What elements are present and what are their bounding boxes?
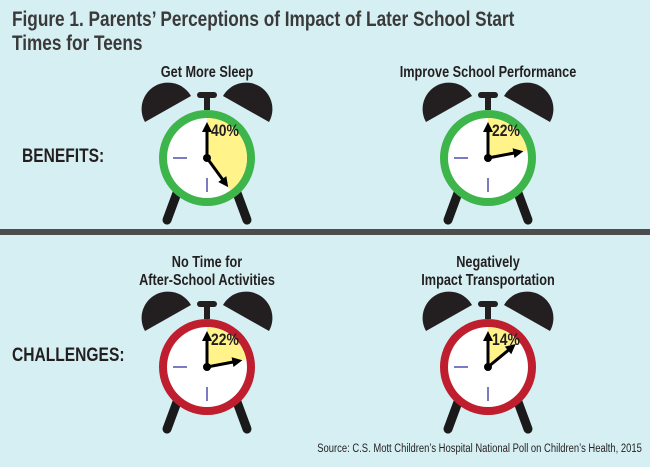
hand-arrow xyxy=(483,122,493,132)
hand-arrow xyxy=(504,344,516,355)
caption-negatively-impact-transportation: Negatively Impact Transportation xyxy=(421,254,555,289)
clock-stem xyxy=(204,305,210,319)
clock-center xyxy=(484,154,492,162)
clock-foot xyxy=(162,188,182,225)
clock-bell xyxy=(141,291,191,331)
clock-bell xyxy=(223,82,273,122)
clock-top xyxy=(197,301,217,307)
clock: 14% xyxy=(422,291,554,434)
hand-arrow xyxy=(202,122,212,132)
clock-stem xyxy=(485,305,491,319)
clock-stem xyxy=(204,96,210,110)
percent-wedge xyxy=(207,327,247,367)
percent-label: 22% xyxy=(211,331,239,350)
clock-foot xyxy=(162,397,182,434)
hand-arrow xyxy=(218,176,229,188)
hour-hand xyxy=(205,157,225,182)
benefits-label: BENEFITS: xyxy=(22,146,105,167)
hour-hand xyxy=(487,151,516,160)
clock-foot xyxy=(443,397,463,434)
hand-arrow xyxy=(202,331,212,341)
clock-foot xyxy=(232,397,252,434)
clock-top xyxy=(478,92,498,98)
clock: 22% xyxy=(141,291,273,434)
hour-hand xyxy=(487,347,511,369)
clock-center xyxy=(484,363,492,371)
clock-center xyxy=(203,363,211,371)
percent-wedge xyxy=(488,327,519,367)
clock-top xyxy=(197,92,217,98)
percent-wedge xyxy=(207,118,248,191)
caption-no-time-activities: No Time for After-School Activities xyxy=(139,254,275,289)
clock-stem xyxy=(485,96,491,110)
section-divider xyxy=(0,229,650,235)
clock-foot xyxy=(513,188,533,225)
clock: 40% xyxy=(141,82,273,225)
clock-foot xyxy=(232,188,252,225)
clock-bell xyxy=(141,82,191,122)
percent-label: 22% xyxy=(492,122,520,141)
clock: 22% xyxy=(422,82,554,225)
hour-hand xyxy=(206,360,235,369)
percent-label: 14% xyxy=(492,331,520,350)
hand-arrow xyxy=(231,357,243,368)
percent-wedge xyxy=(488,118,528,158)
clock-foot xyxy=(513,397,533,434)
clock-center xyxy=(203,154,211,162)
caption-improve-school-performance: Improve School Performance xyxy=(399,64,577,81)
clock-bell xyxy=(504,82,554,122)
clock-bell xyxy=(504,291,554,331)
clock-bell xyxy=(223,291,273,331)
clock-foot xyxy=(443,188,463,225)
source-note: Source: C.S. Mott Children’s Hospital Na… xyxy=(317,443,642,455)
clock-top xyxy=(478,301,498,307)
percent-label: 40% xyxy=(211,122,239,141)
caption-get-more-sleep: Get More Sleep xyxy=(160,64,254,81)
figure-title: Figure 1. Parents’ Perceptions of Impact… xyxy=(12,8,515,55)
clock-bell xyxy=(422,291,472,331)
challenges-label: CHALLENGES: xyxy=(12,345,125,366)
hand-arrow xyxy=(483,331,493,341)
clock-bell xyxy=(422,82,472,122)
hand-arrow xyxy=(512,148,524,159)
